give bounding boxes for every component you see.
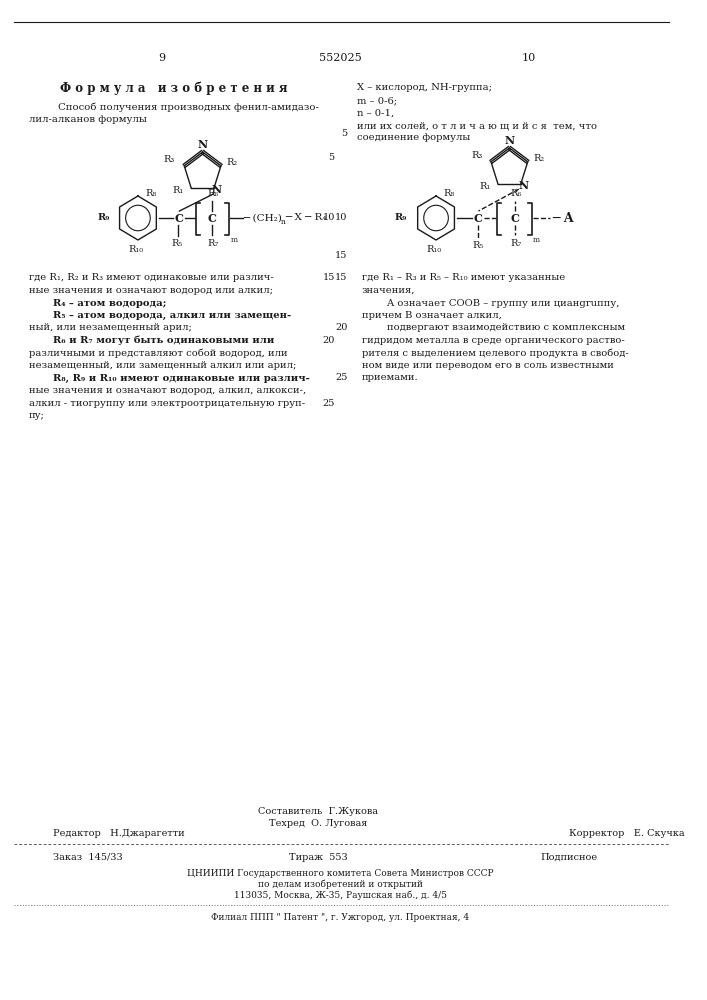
Text: 15: 15	[335, 273, 347, 282]
Text: Ф о р м у л а   и з о б р е т е н и я: Ф о р м у л а и з о б р е т е н и я	[60, 81, 288, 95]
Text: соединение формулы: соединение формулы	[357, 133, 470, 142]
Text: ─ (CH₂): ─ (CH₂)	[243, 214, 282, 223]
Text: R₁: R₁	[173, 186, 184, 195]
Text: N: N	[212, 184, 222, 195]
Text: C: C	[174, 213, 183, 224]
Text: алкил - тиогруппу или электроотрицательную груп-: алкил - тиогруппу или электроотрицательн…	[29, 398, 305, 408]
Text: C: C	[473, 213, 482, 224]
Text: C: C	[510, 213, 520, 224]
Text: N: N	[197, 138, 208, 149]
Text: R₃: R₃	[163, 155, 175, 164]
Text: 10: 10	[522, 53, 536, 63]
Text: значения,: значения,	[362, 286, 415, 295]
Text: ные значения и означают водород, алкил, алкокси-,: ные значения и означают водород, алкил, …	[29, 386, 306, 395]
Text: приемами.: приемами.	[362, 373, 419, 382]
Text: Заказ  145/33: Заказ 145/33	[53, 852, 123, 861]
Text: ном виде или переводом его в соль известными: ном виде или переводом его в соль извест…	[362, 361, 614, 370]
Text: N: N	[504, 134, 515, 145]
Text: R₁₀: R₁₀	[129, 245, 144, 254]
Text: 552025: 552025	[319, 53, 362, 63]
Text: R₈: R₈	[146, 190, 157, 198]
Text: пу;: пу;	[29, 411, 45, 420]
Text: 15: 15	[335, 250, 347, 259]
Text: n – 0-1,: n – 0-1,	[357, 108, 395, 117]
Text: m: m	[532, 236, 539, 244]
Text: R₈: R₈	[444, 190, 455, 198]
Text: R₉: R₉	[395, 214, 407, 223]
Text: различными и представляют собой водород, или: различными и представляют собой водород,…	[29, 348, 288, 358]
Text: 15: 15	[322, 273, 334, 282]
Text: R₃: R₃	[471, 151, 482, 160]
Text: по делам изобретений и открытий: по делам изобретений и открытий	[258, 879, 423, 889]
Text: Филиал ППП " Патент ", г. Ужгород, ул. Проектная, 4: Филиал ППП " Патент ", г. Ужгород, ул. П…	[211, 912, 469, 922]
Text: где R₁, R₂ и R₃ имеют одинаковые или различ-: где R₁, R₂ и R₃ имеют одинаковые или раз…	[29, 273, 274, 282]
Text: R₄ – атом водорода;: R₄ – атом водорода;	[53, 298, 166, 308]
Text: R₅ – атом водорода, алкил или замещен-: R₅ – атом водорода, алкил или замещен-	[53, 311, 291, 320]
Text: 10: 10	[322, 214, 334, 223]
Text: 25: 25	[322, 398, 334, 408]
Text: 20: 20	[335, 324, 347, 332]
Text: m – 0-6;: m – 0-6;	[357, 96, 397, 105]
Text: 20: 20	[322, 336, 334, 345]
Text: R₁: R₁	[479, 182, 491, 191]
Text: R₆: R₆	[208, 190, 219, 198]
Text: m: m	[230, 236, 238, 244]
Text: R₈, R₉ и R₁₀ имеют одинаковые или различ-: R₈, R₉ и R₁₀ имеют одинаковые или различ…	[53, 373, 310, 383]
Text: гидридом металла в среде органического раство-: гидридом металла в среде органического р…	[362, 336, 624, 345]
Text: ный, или незамещенный арил;: ный, или незамещенный арил;	[29, 324, 192, 332]
Text: или их солей, о т л и ч а ю щ и й с я  тем, что: или их солей, о т л и ч а ю щ и й с я те…	[357, 121, 597, 130]
Text: ЦНИИПИ Государственного комитета Совета Министров СССР: ЦНИИПИ Государственного комитета Совета …	[187, 868, 494, 878]
Text: ные значения и означают водород или алкил;: ные значения и означают водород или алки…	[29, 286, 273, 295]
Text: C: C	[208, 213, 216, 224]
Text: A означает СООВ – группу или цианgruппу,: A означает СООВ – группу или цианgruппу,	[362, 298, 619, 308]
Text: n: n	[281, 218, 286, 226]
Text: Подписное: Подписное	[540, 852, 597, 861]
Text: R₅: R₅	[171, 239, 182, 248]
Text: Составитель  Г.Жукова: Составитель Г.Жукова	[258, 808, 378, 816]
Text: незамещенный, или замещенный алкил или арил;: незамещенный, или замещенный алкил или а…	[29, 361, 296, 370]
Text: N: N	[518, 180, 529, 191]
Text: Редактор   Н.Джарагетти: Редактор Н.Джарагетти	[53, 830, 185, 838]
Text: Техред  О. Луговая: Техред О. Луговая	[269, 820, 368, 828]
Text: R₁₀: R₁₀	[426, 245, 442, 254]
Text: Тираж  553: Тираж 553	[289, 852, 348, 861]
Text: 9: 9	[158, 53, 165, 63]
Text: 10: 10	[335, 214, 347, 223]
Text: 25: 25	[335, 373, 347, 382]
Text: R₆ и R₇ могут быть одинаковыми или: R₆ и R₇ могут быть одинаковыми или	[53, 336, 274, 345]
Text: лил-алканов формулы: лил-алканов формулы	[29, 114, 147, 123]
Text: где R₁ – R₃ и R₅ – R₁₀ имеют указанные: где R₁ – R₃ и R₅ – R₁₀ имеют указанные	[362, 273, 565, 282]
Text: R₅: R₅	[472, 241, 483, 250]
Text: R₇: R₇	[510, 238, 522, 247]
Text: ─ A: ─ A	[552, 212, 573, 225]
Text: подвергают взаимодействию с комплексным: подвергают взаимодействию с комплексным	[362, 324, 625, 332]
Text: Способ получения производных фенил-амидазо-: Способ получения производных фенил-амида…	[58, 102, 319, 112]
Text: 5: 5	[341, 129, 347, 138]
Text: R₂: R₂	[534, 154, 544, 163]
Text: 5: 5	[329, 153, 334, 162]
Text: ─ X ─ R₄: ─ X ─ R₄	[286, 214, 327, 223]
Text: R₆: R₆	[510, 190, 522, 198]
Text: 113035, Москва, Ж-35, Раушская наб., д. 4/5: 113035, Москва, Ж-35, Раушская наб., д. …	[234, 890, 447, 900]
Text: причем В означает алкил,: причем В означает алкил,	[362, 311, 502, 320]
Text: R₂: R₂	[227, 158, 238, 167]
Text: R₉: R₉	[98, 214, 110, 223]
Text: R₇: R₇	[208, 238, 219, 247]
Text: Корректор   Е. Скучка: Корректор Е. Скучка	[569, 830, 685, 838]
Text: рителя с выделением целевого продукта в свобод-: рителя с выделением целевого продукта в …	[362, 348, 629, 358]
Text: X – кислород, NH-группа;: X – кислород, NH-группа;	[357, 84, 492, 93]
